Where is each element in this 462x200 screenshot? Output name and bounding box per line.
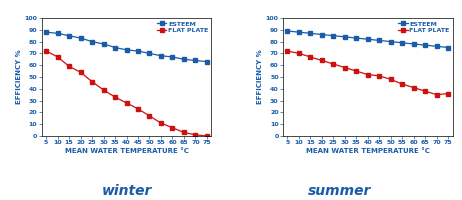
FLAT PLATE [331, 63, 336, 65]
FLAT PLATE [285, 50, 290, 52]
Y-axis label: EFFICIENCY %: EFFICIENCY % [16, 50, 22, 104]
FLAT PLATE [135, 108, 141, 110]
FLAT PLATE [308, 56, 313, 58]
Line: ESTEEM: ESTEEM [286, 29, 450, 49]
FLAT PLATE [434, 94, 439, 96]
FLAT PLATE [89, 81, 95, 83]
FLAT PLATE [78, 71, 83, 73]
FLAT PLATE [445, 92, 451, 95]
FLAT PLATE [158, 122, 164, 124]
X-axis label: MEAN WATER TEMPERATURE °C: MEAN WATER TEMPERATURE °C [306, 148, 430, 154]
FLAT PLATE [204, 135, 210, 137]
Text: summer: summer [308, 184, 371, 198]
ESTEEM [434, 45, 439, 48]
ESTEEM [388, 40, 394, 43]
ESTEEM [147, 52, 152, 55]
FLAT PLATE [365, 73, 371, 76]
FLAT PLATE [124, 102, 129, 104]
Text: winter: winter [102, 184, 152, 198]
ESTEEM [204, 60, 210, 63]
FLAT PLATE [353, 70, 359, 72]
ESTEEM [55, 32, 61, 35]
ESTEEM [445, 46, 451, 49]
FLAT PLATE [55, 56, 61, 58]
X-axis label: MEAN WATER TEMPERATURE °C: MEAN WATER TEMPERATURE °C [65, 148, 188, 154]
FLAT PLATE [43, 50, 49, 52]
FLAT PLATE [388, 78, 394, 81]
ESTEEM [135, 50, 141, 52]
ESTEEM [285, 30, 290, 32]
ESTEEM [89, 40, 95, 43]
ESTEEM [422, 44, 428, 46]
FLAT PLATE [170, 127, 175, 129]
ESTEEM [112, 46, 118, 49]
ESTEEM [400, 42, 405, 44]
ESTEEM [319, 33, 325, 36]
FLAT PLATE [147, 115, 152, 117]
FLAT PLATE [296, 52, 302, 55]
Legend: ESTEEM, FLAT PLATE: ESTEEM, FLAT PLATE [156, 20, 210, 34]
ESTEEM [342, 36, 347, 38]
FLAT PLATE [181, 131, 187, 134]
ESTEEM [331, 35, 336, 37]
ESTEEM [158, 55, 164, 57]
ESTEEM [101, 43, 106, 45]
FLAT PLATE [67, 65, 72, 68]
FLAT PLATE [319, 59, 325, 62]
FLAT PLATE [411, 86, 417, 89]
ESTEEM [296, 31, 302, 33]
Line: ESTEEM: ESTEEM [44, 30, 209, 63]
ESTEEM [193, 59, 198, 62]
ESTEEM [181, 58, 187, 61]
FLAT PLATE [422, 90, 428, 92]
Line: FLAT PLATE: FLAT PLATE [286, 49, 450, 96]
FLAT PLATE [377, 75, 382, 77]
Y-axis label: EFFICIENCY %: EFFICIENCY % [257, 50, 263, 104]
ESTEEM [365, 38, 371, 40]
ESTEEM [67, 35, 72, 37]
ESTEEM [170, 56, 175, 58]
ESTEEM [78, 37, 83, 39]
FLAT PLATE [193, 134, 198, 136]
ESTEEM [377, 39, 382, 42]
FLAT PLATE [112, 96, 118, 98]
ESTEEM [43, 31, 49, 33]
ESTEEM [411, 43, 417, 45]
ESTEEM [353, 37, 359, 39]
FLAT PLATE [101, 89, 106, 91]
ESTEEM [308, 32, 313, 35]
FLAT PLATE [342, 66, 347, 69]
Line: FLAT PLATE: FLAT PLATE [44, 49, 209, 138]
FLAT PLATE [400, 83, 405, 85]
ESTEEM [124, 49, 129, 51]
Legend: ESTEEM, FLAT PLATE: ESTEEM, FLAT PLATE [397, 20, 451, 34]
